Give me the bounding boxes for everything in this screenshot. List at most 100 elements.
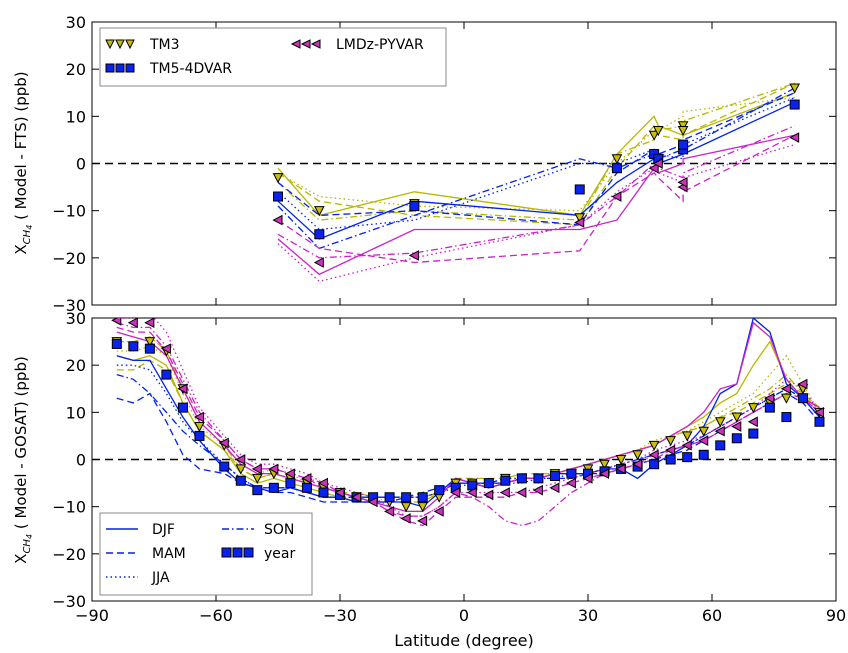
top-marker-tm3	[648, 130, 660, 141]
bottom-marker-tm3	[748, 403, 759, 414]
bottom-marker-lmdz-pyvar	[400, 513, 411, 524]
bottom-marker-tm5-4dvar	[417, 492, 428, 503]
bottom-marker-lmdz-pyvar	[384, 506, 395, 517]
legend-year-label: year	[264, 546, 295, 562]
bottom-marker-lmdz-pyvar	[235, 454, 246, 465]
legend-seasons-box	[99, 512, 313, 596]
top-marker-lmdz-pyvar	[648, 162, 659, 174]
bottom-marker-lmdz-pyvar	[334, 487, 345, 498]
bottom-marker-lmdz-pyvar	[483, 489, 494, 501]
xtick-label: 30	[578, 606, 598, 625]
xtick-label: −30	[323, 606, 357, 625]
top-marker-lmdz-pyvar	[677, 177, 688, 188]
bottom-marker-lmdz-pyvar	[582, 473, 593, 484]
bottom-marker-lmdz-pyvar	[268, 463, 279, 475]
bottom-marker-lmdz-pyvar	[218, 437, 229, 449]
bottom-marker-lmdz-pyvar	[317, 477, 328, 489]
bottom-marker-tm5-4dvar	[318, 487, 329, 498]
bottom-marker-lmdz-pyvar	[350, 491, 362, 503]
top-marker-tm3	[314, 206, 325, 217]
bottom-marker-lmdz-pyvar	[450, 487, 461, 498]
bottom-marker-tm5-4dvar	[715, 440, 726, 451]
bottom-marker-tm5-4dvar	[194, 430, 205, 441]
bottom-marker-lmdz-pyvar	[797, 378, 808, 390]
legend-tm5-marker	[105, 63, 135, 73]
legend-djf-label: DJF	[152, 522, 175, 538]
bottom-marker-tm3	[599, 459, 610, 470]
top-series-group	[92, 82, 836, 283]
bottom-marker-tm3	[648, 440, 660, 451]
bottom-marker-tm3	[417, 502, 428, 513]
bottom-marker-tm5-4dvar	[500, 475, 511, 486]
bottom-marker-tm5-4dvar	[566, 468, 577, 479]
legend-son-label: SON	[264, 522, 294, 538]
bottom-marker-tm5-4dvar	[682, 452, 693, 463]
bottom-marker-tm3	[781, 393, 792, 404]
bottom-marker-lmdz-pyvar	[532, 484, 543, 496]
bottom-marker-lmdz-pyvar	[714, 425, 725, 437]
top-line-tm3-jja	[277, 96, 795, 212]
legend-seasons: DJF MAM JJA SON year	[99, 512, 313, 596]
bottom-marker-tm5-4dvar	[128, 341, 139, 352]
bottom-marker-lmdz-pyvar	[499, 487, 510, 498]
bottom-marker-tm5-4dvar	[483, 478, 494, 489]
bottom-marker-tm3	[681, 431, 693, 442]
bottom-ytick-label: −30	[52, 592, 86, 611]
bottom-marker-lmdz-pyvar	[681, 440, 692, 451]
bottom-marker-tm5-4dvar	[301, 482, 312, 493]
bottom-marker-tm3	[252, 473, 263, 484]
top-marker-lmdz-pyvar	[789, 132, 800, 143]
bottom-marker-tm5-4dvar	[814, 416, 825, 427]
bottom-ytick-label: −10	[52, 498, 86, 517]
bottom-marker-tm5-4dvar	[268, 482, 279, 493]
top-marker-tm3	[611, 154, 623, 165]
top-marker-lmdz-pyvar	[611, 191, 622, 202]
top-ytick-label: 20	[66, 60, 86, 79]
legend-lmdz-marker	[290, 39, 321, 49]
bottom-ytick-label: 20	[66, 356, 86, 375]
top-line-tm5-4dvar-djf	[277, 101, 795, 240]
bottom-marker-tm5-4dvar	[434, 485, 445, 496]
top-line-lmdz-pyvar-mam	[277, 134, 795, 264]
bottom-marker-lmdz-pyvar	[193, 411, 204, 423]
xtick-label: −60	[199, 606, 233, 625]
bottom-marker-tm3	[235, 464, 247, 475]
bottom-marker-lmdz-pyvar	[813, 407, 824, 418]
bottom-marker-lmdz-pyvar	[698, 435, 709, 446]
top-line-lmdz-pyvar-djf	[277, 134, 795, 276]
top-marker-tm5-4dvar	[409, 200, 420, 211]
xtick-label: 60	[702, 606, 722, 625]
top-ytick-label: 10	[66, 107, 86, 126]
top-ytick-label: −20	[52, 249, 86, 268]
bottom-marker-lmdz-pyvar	[160, 343, 171, 354]
xtick-label: −90	[75, 606, 109, 625]
bottom-marker-tm5-4dvar	[649, 459, 660, 470]
bottom-marker-tm3	[714, 417, 726, 428]
top-marker-tm5-4dvar	[611, 163, 622, 174]
bottom-marker-tm5-4dvar	[731, 433, 742, 444]
bottom-marker-lmdz-pyvar	[731, 421, 742, 432]
bottom-marker-tm5-4dvar	[252, 485, 263, 496]
bottom-line-lmdz-pyvar-jja	[116, 318, 821, 517]
bottom-marker-tm3	[731, 412, 743, 423]
legend-jja-label: JJA	[151, 570, 170, 586]
bottom-ytick-label: 0	[76, 451, 86, 470]
bottom-marker-lmdz-pyvar	[764, 392, 775, 404]
bottom-marker-tm5-4dvar	[698, 449, 709, 460]
legend-mam-label: MAM	[152, 546, 186, 562]
legend-tm5-label: TM5-4DVAR	[149, 61, 232, 77]
bottom-marker-lmdz-pyvar	[516, 487, 527, 498]
top-marker-tm3	[574, 213, 586, 224]
top-ytick-label: −10	[52, 202, 86, 221]
legend-tm3-label: TM3	[149, 37, 180, 53]
top-marker-tm5-4dvar	[314, 229, 325, 240]
bottom-marker-lmdz-pyvar	[780, 383, 791, 395]
top-marker-tm5-4dvar	[273, 191, 283, 202]
bottom-ytick-label: 10	[66, 403, 86, 422]
bottom-marker-tm5-4dvar	[748, 428, 759, 439]
bottom-marker-lmdz-pyvar	[632, 458, 643, 470]
bottom-marker-lmdz-pyvar	[111, 318, 122, 326]
bottom-marker-lmdz-pyvar	[565, 477, 576, 489]
